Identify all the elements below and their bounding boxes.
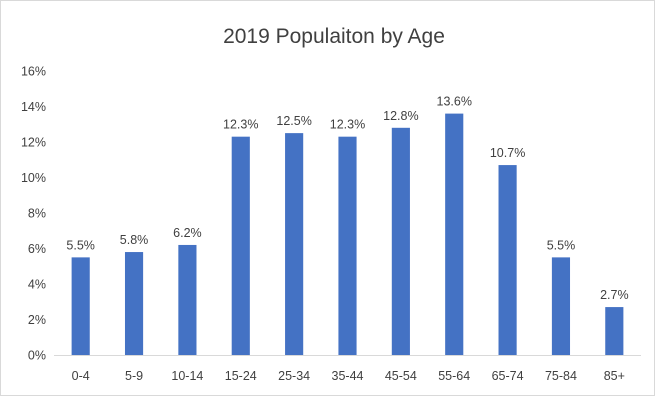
x-tick-label: 0-4 [72, 369, 90, 383]
data-label: 2.7% [600, 288, 629, 302]
data-label: 13.6% [437, 95, 472, 109]
y-tick-label: 16% [21, 65, 46, 79]
y-tick-label: 2% [28, 313, 46, 327]
x-tick-label: 85+ [604, 369, 625, 383]
bar [551, 257, 571, 355]
bar [391, 127, 410, 355]
data-label: 5.8% [120, 233, 149, 247]
bar [498, 165, 517, 355]
x-tick-label: 55-64 [438, 369, 470, 383]
x-tick-label: 5-9 [125, 369, 143, 383]
y-tick-label: 8% [28, 207, 46, 221]
data-labels: 5.5% 5.8% 6.2% 12.3% 12.5% 12.3% 12.8% 13.6% 10.… [66, 95, 628, 302]
x-tick-label: 45-54 [385, 369, 417, 383]
data-label: 5.5% [547, 238, 576, 252]
x-tick-label: 35-44 [332, 369, 364, 383]
bars [71, 113, 624, 355]
y-axis-tick-labels: 0% 2% 4% 6% 8% 10% 12% 14% 16% [21, 65, 46, 363]
bar [445, 113, 464, 355]
x-axis-tick-labels: 0-4 5-9 10-14 15-24 25-34 35-44 45-54 55-64 65-7… [72, 369, 625, 383]
chart-title: 2019 Populaiton by Age [223, 25, 445, 48]
data-label: 12.5% [276, 114, 311, 128]
data-label: 12.3% [223, 118, 258, 132]
x-tick-label: 10-14 [171, 369, 203, 383]
data-label: 12.3% [330, 118, 365, 132]
data-label: 5.5% [66, 238, 95, 252]
x-tick-label: 25-34 [278, 369, 310, 383]
x-tick-label: 75-84 [545, 369, 577, 383]
data-label: 6.2% [173, 226, 202, 240]
y-tick-label: 12% [21, 136, 46, 150]
y-tick-label: 0% [28, 349, 46, 363]
bar [231, 136, 250, 355]
bar [605, 307, 624, 355]
x-tick-label: 65-74 [492, 369, 524, 383]
data-label: 10.7% [490, 146, 525, 160]
bar [178, 244, 197, 355]
y-tick-label: 4% [28, 278, 46, 292]
bar [338, 136, 357, 355]
bar [285, 133, 304, 355]
y-tick-label: 6% [28, 242, 46, 256]
x-tick-label: 15-24 [225, 369, 257, 383]
y-tick-label: 10% [21, 171, 46, 185]
bar [71, 257, 90, 355]
bar [124, 252, 144, 355]
data-label: 12.8% [383, 109, 418, 123]
y-tick-label: 14% [21, 100, 46, 114]
